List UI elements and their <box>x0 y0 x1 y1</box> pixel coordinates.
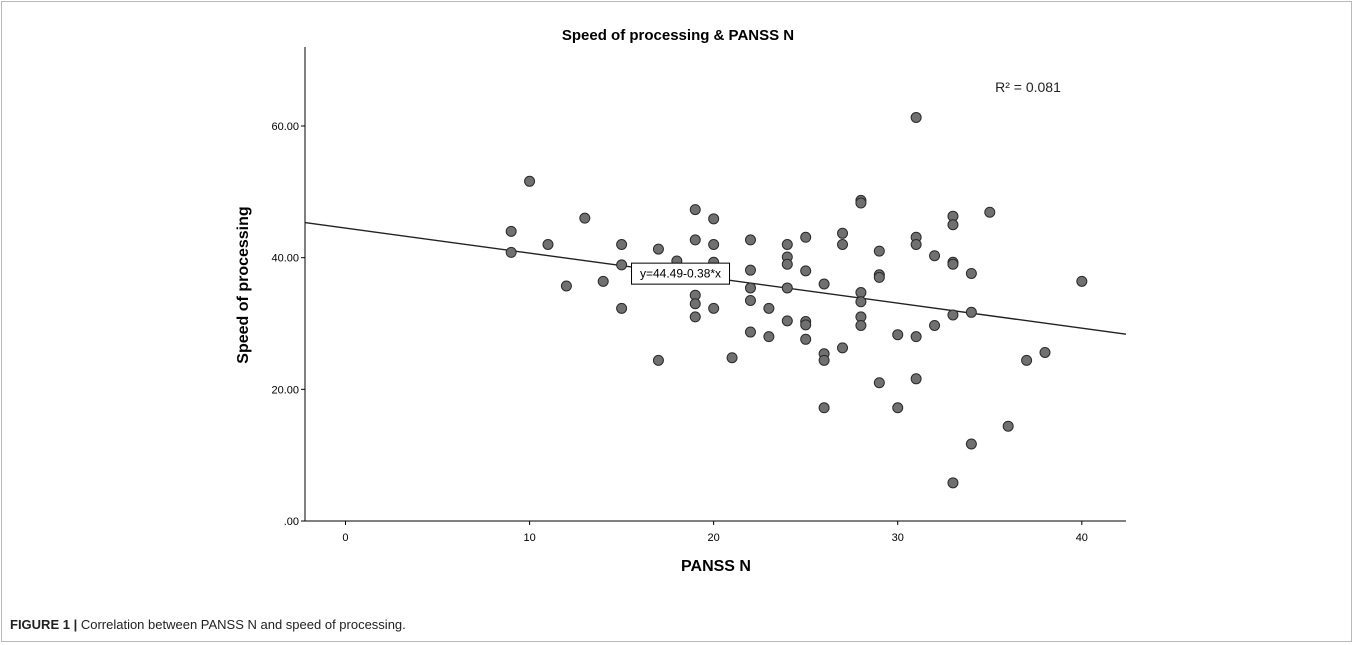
data-point <box>652 243 664 255</box>
y-tick-label: .00 <box>284 516 299 528</box>
data-point <box>726 352 738 364</box>
data-point <box>892 402 904 414</box>
data-point <box>947 258 959 270</box>
data-point <box>744 326 756 338</box>
data-point <box>873 271 885 283</box>
data-point <box>505 225 517 237</box>
data-point <box>708 213 720 225</box>
data-point <box>781 315 793 327</box>
x-tick-label: 0 <box>342 532 348 544</box>
data-point <box>837 227 849 239</box>
data-point <box>708 302 720 314</box>
data-point <box>579 212 591 224</box>
data-point <box>910 111 922 123</box>
data-point <box>616 302 628 314</box>
data-point <box>910 239 922 250</box>
data-point <box>947 309 959 321</box>
data-point <box>910 331 922 343</box>
data-point <box>781 282 793 294</box>
data-point <box>873 245 885 257</box>
data-point <box>763 302 775 314</box>
x-tick-label: 30 <box>892 532 904 544</box>
y-axis-title: Speed of processing <box>235 206 252 363</box>
data-point <box>984 206 996 218</box>
data-point <box>689 311 701 323</box>
data-point <box>781 239 793 250</box>
data-point <box>818 402 830 414</box>
data-point <box>873 377 885 389</box>
data-point <box>689 298 701 310</box>
data-point <box>818 278 830 290</box>
data-point <box>929 319 941 331</box>
data-point <box>947 477 959 489</box>
data-point <box>910 373 922 385</box>
caption-text: Correlation between PANSS N and speed of… <box>80 617 406 632</box>
r-squared-label: R² = 0.081 <box>995 79 1061 95</box>
x-tick-label: 20 <box>708 532 720 544</box>
data-point <box>616 259 628 271</box>
data-point <box>1076 275 1088 287</box>
data-point <box>763 331 775 343</box>
caption-label: FIGURE 1 | <box>10 617 78 632</box>
data-point <box>800 265 812 277</box>
data-point <box>597 275 609 287</box>
data-point <box>505 246 517 258</box>
data-point <box>965 267 977 279</box>
x-tick-label: 40 <box>1076 532 1088 544</box>
data-point <box>524 175 536 187</box>
data-point <box>744 282 756 294</box>
data-point <box>855 296 867 308</box>
data-point <box>800 333 812 345</box>
data-point <box>781 258 793 270</box>
data-point <box>744 264 756 276</box>
data-point <box>965 438 977 450</box>
data-point <box>965 306 977 318</box>
chart-title: Speed of processing & PANSS N <box>562 27 794 44</box>
data-point <box>837 239 849 250</box>
data-point <box>1021 354 1033 366</box>
equation-box <box>631 262 731 285</box>
data-point <box>560 280 572 292</box>
y-tick-label: 60.00 <box>271 121 299 133</box>
data-point <box>689 234 701 246</box>
data-point <box>855 287 867 299</box>
data-point <box>818 354 830 366</box>
data-point <box>1002 420 1014 432</box>
data-point <box>837 342 849 354</box>
y-tick-label: 20.00 <box>271 384 299 396</box>
data-point <box>947 219 959 231</box>
data-point <box>855 319 867 331</box>
data-point <box>689 204 701 216</box>
data-point <box>616 239 628 250</box>
equation-label-group: y=44.49-0.38*x <box>631 262 731 285</box>
equation-label: y=44.49-0.38*x <box>640 267 721 281</box>
data-point <box>744 234 756 246</box>
data-point <box>652 354 664 366</box>
data-point <box>1039 346 1051 358</box>
scatter-chart: Speed of processing & PANSS N R² = 0.081… <box>235 27 1127 575</box>
data-point <box>800 231 812 243</box>
data-point <box>855 197 867 209</box>
data-point <box>929 250 941 262</box>
data-point <box>800 319 812 331</box>
data-point <box>708 239 720 250</box>
data-points <box>505 111 1088 489</box>
data-point <box>542 239 554 250</box>
data-point <box>744 294 756 306</box>
x-tick-label: 10 <box>523 532 535 544</box>
y-tick-label: 40.00 <box>271 253 299 265</box>
figure-caption: FIGURE 1 | Correlation between PANSS N a… <box>10 617 406 632</box>
data-point <box>892 329 904 341</box>
x-axis-title: PANSS N <box>681 558 751 575</box>
